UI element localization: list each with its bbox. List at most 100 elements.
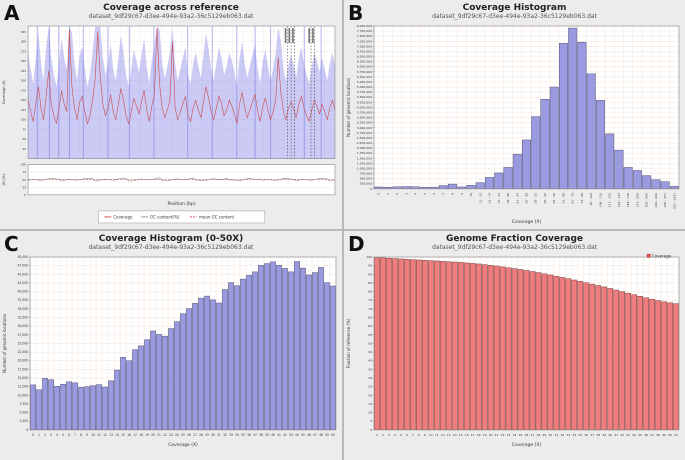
svg-text:35: 35 bbox=[241, 433, 245, 437]
svg-text:3,000,000: 3,000,000 bbox=[357, 126, 372, 130]
svg-text:23: 23 bbox=[507, 433, 511, 437]
svg-text:6,250,000: 6,250,000 bbox=[357, 60, 372, 64]
svg-text:75: 75 bbox=[23, 170, 27, 174]
svg-text:0: 0 bbox=[32, 433, 34, 437]
svg-text:44: 44 bbox=[632, 433, 636, 437]
svg-text:15: 15 bbox=[121, 433, 125, 437]
svg-text:50: 50 bbox=[23, 137, 27, 141]
svg-text:GC content(%): GC content(%) bbox=[150, 214, 180, 219]
svg-text:Coverage (X): Coverage (X) bbox=[512, 442, 542, 448]
genome-fraction-coverage-chart: 0510152025303540455055606570758085909510… bbox=[346, 253, 680, 448]
svg-text:33: 33 bbox=[229, 433, 233, 437]
svg-text:1,500,000: 1,500,000 bbox=[357, 156, 372, 160]
svg-text:49: 49 bbox=[325, 433, 329, 437]
svg-text:1,750,000: 1,750,000 bbox=[357, 151, 372, 155]
svg-text:37: 37 bbox=[590, 433, 594, 437]
svg-text:10: 10 bbox=[91, 433, 95, 437]
svg-text:150: 150 bbox=[21, 98, 27, 102]
svg-text:47: 47 bbox=[313, 433, 317, 437]
svg-text:9: 9 bbox=[86, 433, 88, 437]
svg-text:17,500: 17,500 bbox=[18, 367, 29, 371]
panel-d: D Genome Fraction Coverage dataset_9df29… bbox=[344, 231, 685, 460]
svg-text:100: 100 bbox=[21, 163, 27, 167]
svg-text:2,250,000: 2,250,000 bbox=[357, 141, 372, 145]
svg-text:7,000,000: 7,000,000 bbox=[357, 44, 372, 48]
svg-text:352 - 1221: 352 - 1221 bbox=[672, 193, 676, 209]
svg-text:65: 65 bbox=[368, 316, 372, 320]
svg-text:32: 32 bbox=[560, 433, 564, 437]
svg-text:250: 250 bbox=[21, 59, 27, 63]
svg-text:40: 40 bbox=[608, 433, 612, 437]
svg-text:Fraction of reference (%): Fraction of reference (%) bbox=[346, 318, 351, 368]
panel-c: C Coverage Histogram (0-50X) dataset_9df… bbox=[0, 231, 342, 460]
svg-text:4,000,000: 4,000,000 bbox=[357, 105, 372, 109]
svg-text:0: 0 bbox=[370, 187, 372, 191]
svg-text:17: 17 bbox=[471, 433, 475, 437]
svg-text:2: 2 bbox=[395, 193, 399, 195]
svg-text:45: 45 bbox=[301, 433, 305, 437]
svg-text:2: 2 bbox=[382, 433, 384, 437]
svg-text:19: 19 bbox=[145, 433, 149, 437]
svg-text:10: 10 bbox=[469, 193, 473, 197]
svg-text:12: 12 bbox=[103, 433, 107, 437]
svg-text:35,000: 35,000 bbox=[18, 307, 29, 311]
svg-text:32,500: 32,500 bbox=[18, 316, 29, 320]
svg-text:20: 20 bbox=[489, 433, 493, 437]
svg-text:2: 2 bbox=[44, 433, 46, 437]
svg-text:15: 15 bbox=[459, 433, 463, 437]
svg-text:43 - 50: 43 - 50 bbox=[552, 193, 556, 204]
svg-text:mean GC content: mean GC content bbox=[199, 214, 234, 219]
svg-text:20: 20 bbox=[368, 393, 372, 397]
svg-text:73 - 86: 73 - 86 bbox=[580, 193, 584, 204]
svg-text:6: 6 bbox=[406, 433, 408, 437]
svg-text:39: 39 bbox=[602, 433, 606, 437]
svg-text:50: 50 bbox=[368, 341, 372, 345]
svg-text:10: 10 bbox=[368, 411, 372, 415]
svg-text:7: 7 bbox=[74, 433, 76, 437]
svg-text:34: 34 bbox=[572, 433, 576, 437]
svg-text:29: 29 bbox=[543, 433, 547, 437]
svg-text:37: 37 bbox=[253, 433, 257, 437]
svg-text:60: 60 bbox=[368, 324, 372, 328]
svg-text:25: 25 bbox=[519, 433, 523, 437]
svg-text:1: 1 bbox=[38, 433, 40, 437]
svg-text:3: 3 bbox=[404, 193, 408, 195]
svg-text:30: 30 bbox=[549, 433, 553, 437]
svg-text:13: 13 bbox=[447, 433, 451, 437]
svg-text:42: 42 bbox=[620, 433, 624, 437]
svg-text:42,500: 42,500 bbox=[18, 281, 29, 285]
svg-text:30,000: 30,000 bbox=[18, 324, 29, 328]
svg-text:Coverage: Coverage bbox=[113, 214, 133, 219]
svg-text:61 - 72: 61 - 72 bbox=[571, 193, 575, 204]
svg-text:225: 225 bbox=[21, 69, 27, 73]
svg-text:40: 40 bbox=[368, 359, 372, 363]
svg-text:1: 1 bbox=[386, 193, 390, 195]
svg-text:125: 125 bbox=[21, 108, 27, 112]
svg-text:19: 19 bbox=[483, 433, 487, 437]
svg-text:80: 80 bbox=[368, 290, 372, 294]
svg-text:18 - 20: 18 - 20 bbox=[506, 193, 510, 204]
panel-b-title: Coverage Histogram bbox=[462, 3, 567, 13]
svg-text:300: 300 bbox=[21, 40, 27, 44]
svg-text:5,000: 5,000 bbox=[19, 411, 28, 415]
svg-text:43: 43 bbox=[626, 433, 630, 437]
svg-text:27: 27 bbox=[193, 433, 197, 437]
svg-text:11: 11 bbox=[97, 433, 101, 437]
svg-text:7,250,000: 7,250,000 bbox=[357, 39, 372, 43]
svg-text:90: 90 bbox=[368, 272, 372, 276]
svg-text:25: 25 bbox=[181, 433, 185, 437]
svg-text:100: 100 bbox=[21, 118, 27, 122]
svg-text:246 - 294: 246 - 294 bbox=[654, 193, 658, 208]
svg-text:275: 275 bbox=[21, 49, 27, 53]
svg-text:49: 49 bbox=[662, 433, 666, 437]
svg-text:11 - 12: 11 - 12 bbox=[478, 193, 482, 204]
svg-text:12: 12 bbox=[441, 433, 445, 437]
svg-text:75: 75 bbox=[368, 298, 372, 302]
svg-text:24: 24 bbox=[175, 433, 179, 437]
svg-text:31: 31 bbox=[554, 433, 558, 437]
svg-text:40,000: 40,000 bbox=[18, 290, 29, 294]
svg-text:25: 25 bbox=[368, 385, 372, 389]
svg-text:2,500: 2,500 bbox=[19, 419, 28, 423]
svg-text:5: 5 bbox=[400, 433, 402, 437]
svg-text:500,000: 500,000 bbox=[360, 177, 372, 181]
